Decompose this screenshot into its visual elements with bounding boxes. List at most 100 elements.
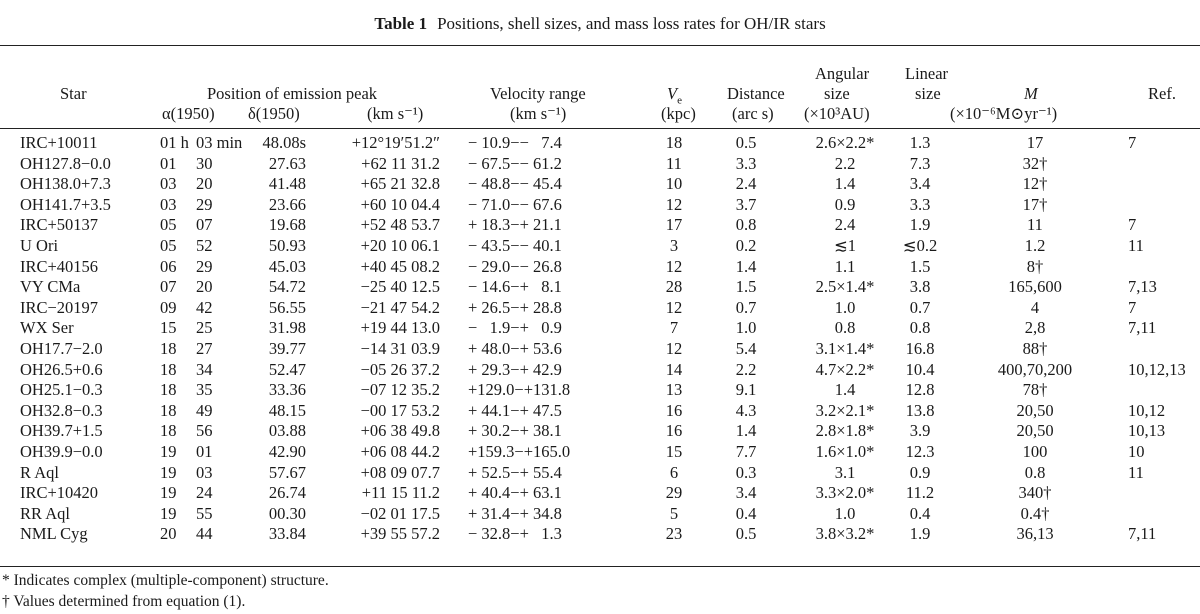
header-distance: Distance bbox=[727, 84, 785, 103]
cell-ref: 11 bbox=[1128, 236, 1144, 255]
cell-dist: 3.4 bbox=[735, 483, 757, 503]
cell-ang: ≲1 bbox=[833, 236, 857, 255]
cell-ra-h: 09 bbox=[160, 297, 177, 317]
cell-m: 17† bbox=[1022, 194, 1048, 214]
cell-ang: 1.4 bbox=[834, 174, 856, 194]
header-angular-1: Angular bbox=[815, 64, 870, 83]
cell-ra-h: 19 bbox=[160, 462, 177, 482]
header-ref: Ref. bbox=[1148, 84, 1176, 103]
cell-star: OH25.1−0.3 bbox=[20, 380, 103, 400]
cell-lin: 13.8 bbox=[905, 400, 935, 420]
table-row: VY CMa 07 20 54.72 −25 40 12.5 − 14.6−+ 8.1 28… bbox=[0, 277, 1200, 297]
header-position: Position of emission peak bbox=[207, 84, 378, 103]
table-row: OH141.7+3.5 03 29 23.66 +60 10 04.4 − 71.0−− … bbox=[0, 195, 1200, 215]
cell-ref: 7 bbox=[1128, 297, 1137, 317]
cell-ang: 3.1 bbox=[834, 462, 856, 482]
cell-m: 32† bbox=[1022, 153, 1048, 173]
cell-dec: +12°19′51.2″ bbox=[351, 133, 440, 152]
cell-dist: 0.2 bbox=[735, 236, 757, 255]
table-title: Positions, shell sizes, and mass loss ra… bbox=[437, 14, 826, 33]
cell-dec: −14 31 03.9 bbox=[360, 339, 440, 358]
cell-vel: − 67.5−− 61.2 bbox=[468, 153, 562, 173]
cell-ra-h: 19 bbox=[160, 483, 177, 503]
footnote-complex: * Indicates complex (multiple-component)… bbox=[2, 572, 329, 589]
cell-m: 20,50 bbox=[1016, 400, 1054, 420]
cell-dec: −21 47 54.2 bbox=[360, 297, 440, 317]
table-row: R Aql 19 03 57.67 +08 09 07.7 + 52.5−+ 55.4 6 0… bbox=[0, 463, 1200, 483]
cell-m: 8† bbox=[1026, 256, 1044, 276]
cell-star: OH17.7−2.0 bbox=[20, 339, 103, 358]
table-row: IRC+40156 06 29 45.03 +40 45 08.2 − 29.0−− 26… bbox=[0, 257, 1200, 277]
cell-ve: 6 bbox=[669, 462, 679, 482]
cell-lin: 1.9 bbox=[909, 524, 931, 544]
cell-dec: +06 08 44.2 bbox=[360, 442, 440, 461]
cell-ra-m: 01 bbox=[196, 442, 213, 461]
header-star: Star bbox=[60, 84, 87, 103]
cell-ra-m: 56 bbox=[196, 421, 213, 441]
cell-dist: 0.8 bbox=[735, 215, 757, 235]
header-distance-units: (arc s) bbox=[732, 104, 774, 123]
cell-star: OH39.9−0.0 bbox=[20, 442, 103, 461]
bottom-rule bbox=[0, 566, 1200, 567]
cell-m: 11 bbox=[1027, 215, 1043, 235]
cell-m: 4 bbox=[1030, 297, 1040, 317]
cell-dist: 2.4 bbox=[735, 174, 757, 194]
cell-ra-s: 50.93 bbox=[268, 236, 306, 255]
cell-star: RR Aql bbox=[20, 503, 70, 523]
cell-m: 165,600 bbox=[1008, 277, 1062, 297]
cell-lin: 0.4 bbox=[909, 503, 931, 523]
cell-dec: −05 26 37.2 bbox=[360, 359, 440, 379]
cell-lin: 0.7 bbox=[909, 297, 931, 317]
cell-lin: 12.3 bbox=[905, 442, 935, 461]
cell-lin: 7.3 bbox=[909, 153, 931, 173]
cell-ve: 12 bbox=[665, 339, 683, 358]
cell-vel: − 48.8−− 45.4 bbox=[468, 174, 562, 194]
header-angular-units: (×10³AU) bbox=[804, 104, 870, 123]
cell-ra-m: 07 bbox=[196, 215, 213, 235]
cell-ve: 17 bbox=[665, 215, 683, 235]
cell-ra-s: 00.30 bbox=[268, 503, 306, 523]
cell-m: 88† bbox=[1022, 339, 1048, 358]
cell-star: WX Ser bbox=[20, 318, 74, 338]
table-row: OH32.8−0.3 18 49 48.15 −00 17 53.2 + 44.1−+ 4… bbox=[0, 401, 1200, 421]
cell-ref: 7 bbox=[1128, 215, 1137, 235]
cell-ra-h: 18 bbox=[160, 400, 177, 420]
cell-star: U Ori bbox=[20, 236, 59, 255]
cell-ve: 18 bbox=[665, 133, 683, 152]
cell-ra-m: 24 bbox=[196, 483, 213, 503]
cell-ra-s: 52.47 bbox=[268, 359, 306, 379]
header-linear-1: Linear bbox=[905, 64, 949, 83]
table-row: OH138.0+7.3 03 20 41.48 +65 21 32.8 − 48.8−− … bbox=[0, 174, 1200, 194]
cell-lin: 0.9 bbox=[909, 462, 931, 482]
table-caption: Table 1 Positions, shell sizes, and mass … bbox=[0, 14, 1200, 34]
cell-ra-h: 18 bbox=[160, 359, 177, 379]
cell-vel: +129.0−+131.8 bbox=[468, 380, 571, 400]
cell-m: 1.2 bbox=[1024, 236, 1046, 255]
footnote-equation: † Values determined from equation (1). bbox=[2, 593, 246, 610]
cell-star: IRC+10011 bbox=[20, 133, 98, 152]
cell-star: IRC+50137 bbox=[20, 215, 99, 235]
cell-star: IRC+10420 bbox=[20, 483, 99, 503]
cell-dec: −25 40 12.5 bbox=[360, 277, 440, 297]
cell-star: OH138.0+7.3 bbox=[20, 174, 111, 194]
cell-ra-h: 07 bbox=[160, 277, 177, 297]
cell-lin: 3.8 bbox=[909, 277, 931, 297]
cell-ra-h: 03 bbox=[160, 194, 177, 214]
cell-ra-m: 29 bbox=[196, 256, 213, 276]
cell-m: 36,13 bbox=[1016, 524, 1054, 544]
cell-dist: 2.2 bbox=[735, 359, 757, 379]
cell-ra-s: 26.74 bbox=[268, 483, 306, 503]
cell-ang: 3.1×1.4* bbox=[815, 339, 875, 358]
header-ve-units: (kpc) bbox=[661, 104, 696, 123]
cell-m: 100 bbox=[1022, 442, 1048, 461]
table-row: OH25.1−0.3 18 35 33.36 −07 12 35.2 +129.0−+13… bbox=[0, 380, 1200, 400]
cell-ve: 3 bbox=[669, 236, 679, 255]
cell-ve: 23 bbox=[665, 524, 683, 544]
cell-ra-h: 06 bbox=[160, 256, 177, 276]
cell-vel: + 26.5−+ 28.8 bbox=[468, 297, 562, 317]
cell-m: 12† bbox=[1022, 174, 1048, 194]
cell-dist: 5.4 bbox=[735, 339, 757, 358]
cell-ang: 2.5×1.4* bbox=[815, 277, 875, 297]
cell-dec: +40 45 08.2 bbox=[360, 256, 440, 276]
cell-ve: 29 bbox=[665, 483, 683, 503]
